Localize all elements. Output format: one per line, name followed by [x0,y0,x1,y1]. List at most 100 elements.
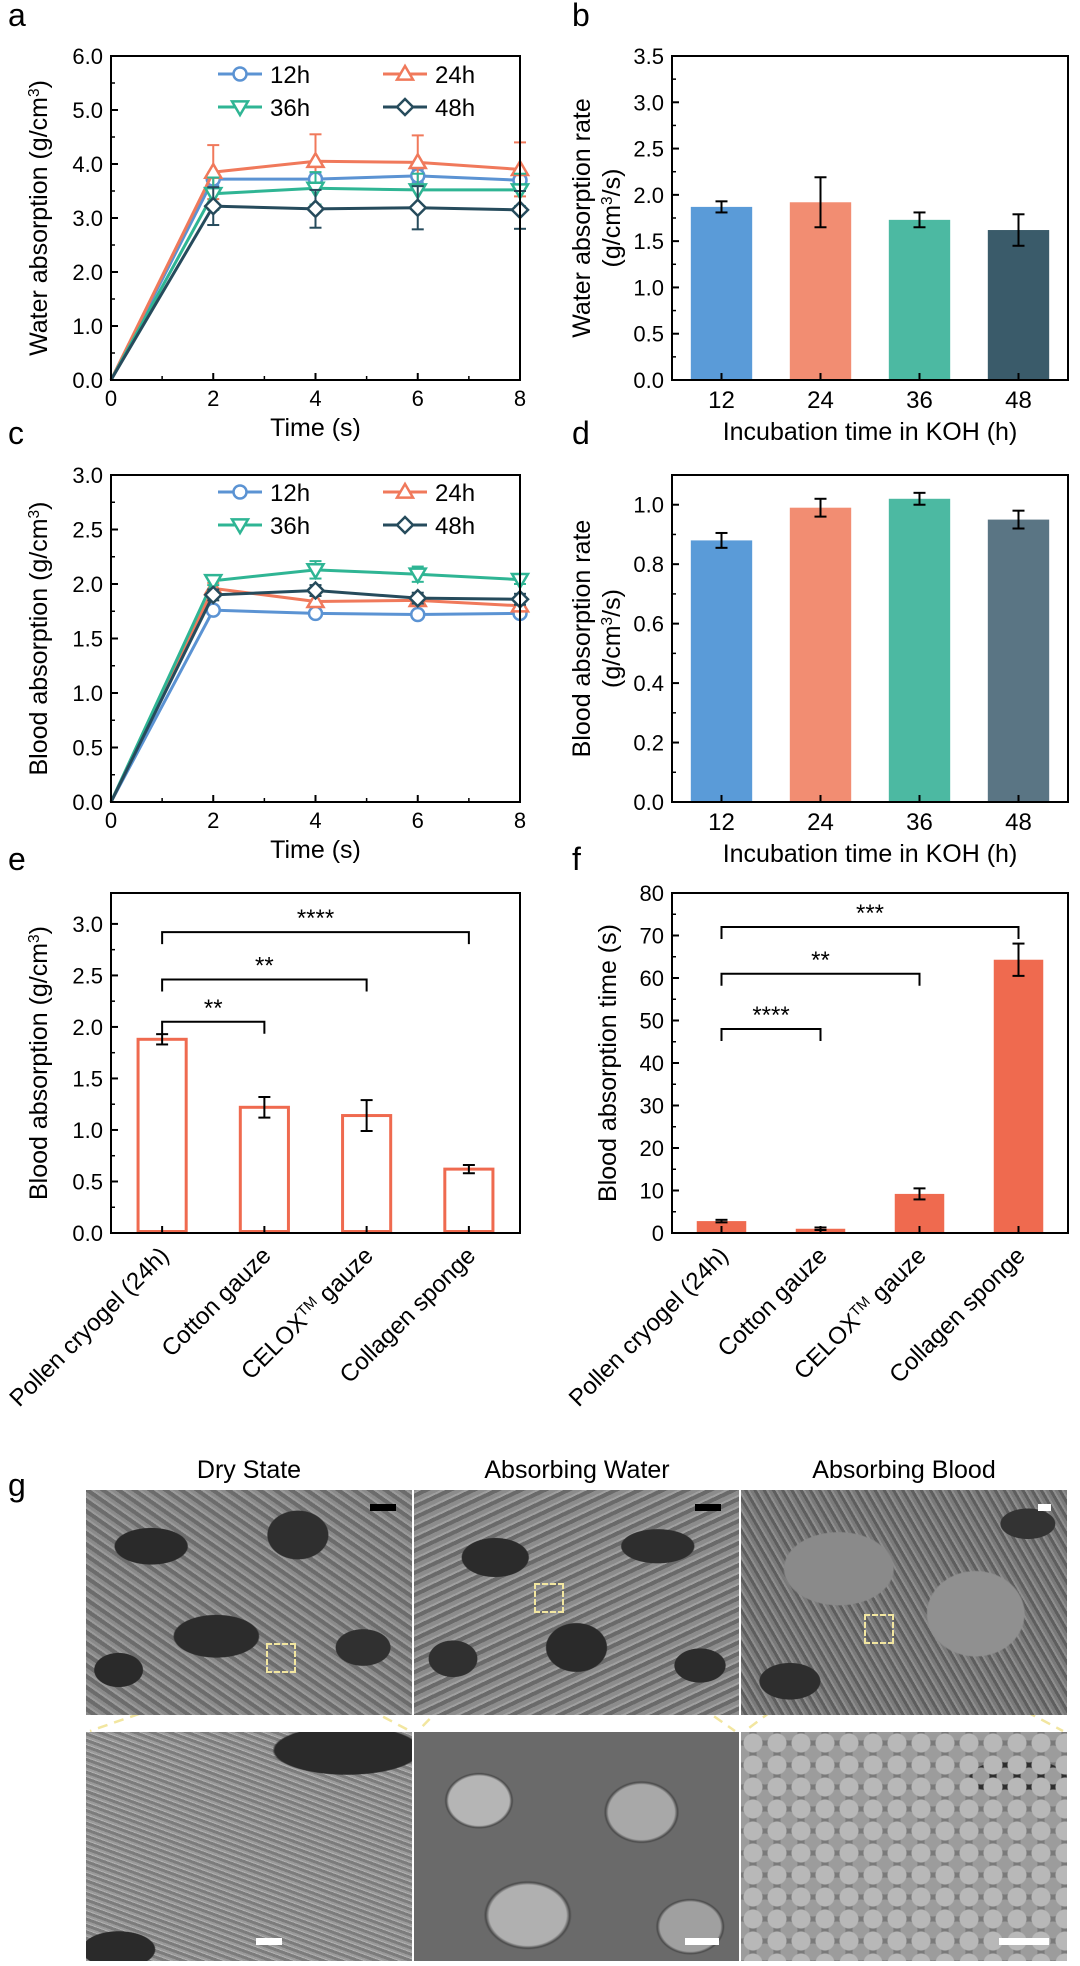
zoom-box [266,1643,296,1673]
chart-a: 0 2 4 6 8 0.0 1.0 2.0 3.0 4.0 5.0 6.0 12h 24h 36h 48h Ti… [8,0,531,442]
data-point [229,518,251,536]
x-tick-label: 48 [1005,809,1032,836]
x-tick-label: 48 [1005,387,1032,414]
chart-d: 0.0 0.2 0.4 0.6 0.8 1.0 12 24 36 48 Incubation tim… [568,415,1069,868]
sem-image-dry-zoom [86,1732,412,1961]
sem-image-dry-overview [86,1490,412,1715]
legend-label: 36h [270,513,310,540]
label-text: gauze [309,1242,379,1312]
label-text: Blood absorption (g/cm [25,518,53,775]
legend-label: 24h [435,480,475,507]
series-48h [109,185,530,381]
label-text: CELOX [236,1308,313,1385]
legend-label: 12h [270,480,310,507]
plot-frame [110,474,521,803]
bar [136,1037,188,1233]
label-text: Blood absorption (g/cm [25,943,53,1200]
significance-label: ** [255,953,274,980]
bar [690,540,753,802]
legend-label: 12h [270,62,310,89]
legend-label: 48h [435,513,475,540]
plot-frame [671,892,1069,1234]
x-tick-label: 4 [309,808,321,833]
zoom-box [534,1583,564,1613]
label-superscript: 3 [599,196,616,205]
y-tick-label: 3.0 [72,912,103,937]
panel-letter: a [8,0,26,33]
y-tick-label: 1.0 [633,493,664,518]
data-point [203,196,224,216]
data-point [407,197,428,218]
y-tick-label: 0.4 [633,671,664,696]
significance-label: ** [811,947,830,974]
y-tick-label: 1.0 [72,314,103,339]
x-tick-label: 6 [412,808,424,833]
bar [888,219,951,380]
plot-frame [110,55,521,381]
y-axis-label: Water absorption (g/cm3) [25,80,53,356]
data-point [305,199,326,219]
label-text: ) [25,926,53,934]
x-tick-label: 6 [412,386,424,411]
y-tick-label: 2.5 [72,963,103,988]
label-text: ) [25,501,53,509]
x-axis-label: Time (s) [270,836,361,864]
x-axis-label: Incubation time in KOH (h) [723,418,1018,446]
bar [987,230,1050,380]
bar [888,498,951,802]
data-point [395,97,415,117]
legend-label: 48h [435,95,475,122]
y-tick-label: 0.0 [72,1221,103,1246]
x-tick-label: 36 [906,809,933,836]
y-axis-label-units: (g/cm3/s) [598,169,626,268]
x-tick-label: 0 [105,808,117,833]
data-point [410,606,426,623]
x-tick-label: 2 [207,808,219,833]
y-tick-label: 2.5 [633,137,664,162]
y-tick-label: 10 [640,1179,664,1204]
x-tick-label: 24 [807,387,834,414]
bar [993,959,1044,1233]
data-point [407,151,428,170]
y-tick-label: 0.2 [633,731,664,756]
y-axis-label-units: (g/cm3/s) [598,589,626,688]
data-point [305,150,326,169]
y-tick-label: 3.0 [633,90,664,115]
y-tick-label: 2.5 [72,518,103,543]
plot-frame [110,892,521,1234]
y-tick-label: 1.5 [72,1066,103,1091]
bar [789,507,852,802]
panel-letter: c [8,415,24,451]
significance-label: **** [752,1002,789,1029]
series-line [109,608,521,803]
significance-label: **** [297,905,334,932]
chart-b: 0.0 0.5 1.0 1.5 2.0 2.5 3.0 3.5 12 24 36 48 Incubati… [568,0,1069,446]
scale-bar [256,1938,282,1945]
y-tick-label: 70 [640,924,664,949]
bar [443,1167,495,1234]
y-tick-label: 1.5 [633,229,664,254]
label-text: Water absorption (g/cm [25,97,53,356]
data-point [203,585,224,605]
data-point [229,100,251,118]
legend-label: 36h [270,95,310,122]
data-point [305,580,326,601]
significance-bracket [161,931,470,945]
y-tick-label: 3.5 [633,44,664,69]
x-tick-label: 12 [708,387,735,414]
y-tick-label: 0.5 [72,1169,103,1194]
y-tick-label: 0.5 [633,322,664,347]
x-axis-label: Incubation time in KOH (h) [723,840,1018,868]
bar [341,1114,393,1233]
data-point [394,63,416,81]
sem-image-blood-zoom [741,1732,1067,1961]
y-tick-label: 20 [640,1136,664,1161]
data-point [395,515,415,535]
y-tick-label: 1.0 [633,275,664,300]
legend-label: 24h [435,62,475,89]
x-tick-label: 12 [708,809,735,836]
label-text: gauze [862,1242,932,1312]
panel-letter: f [572,841,581,877]
y-tick-label: 3.0 [72,206,103,231]
y-tick-label: 2.0 [72,260,103,285]
